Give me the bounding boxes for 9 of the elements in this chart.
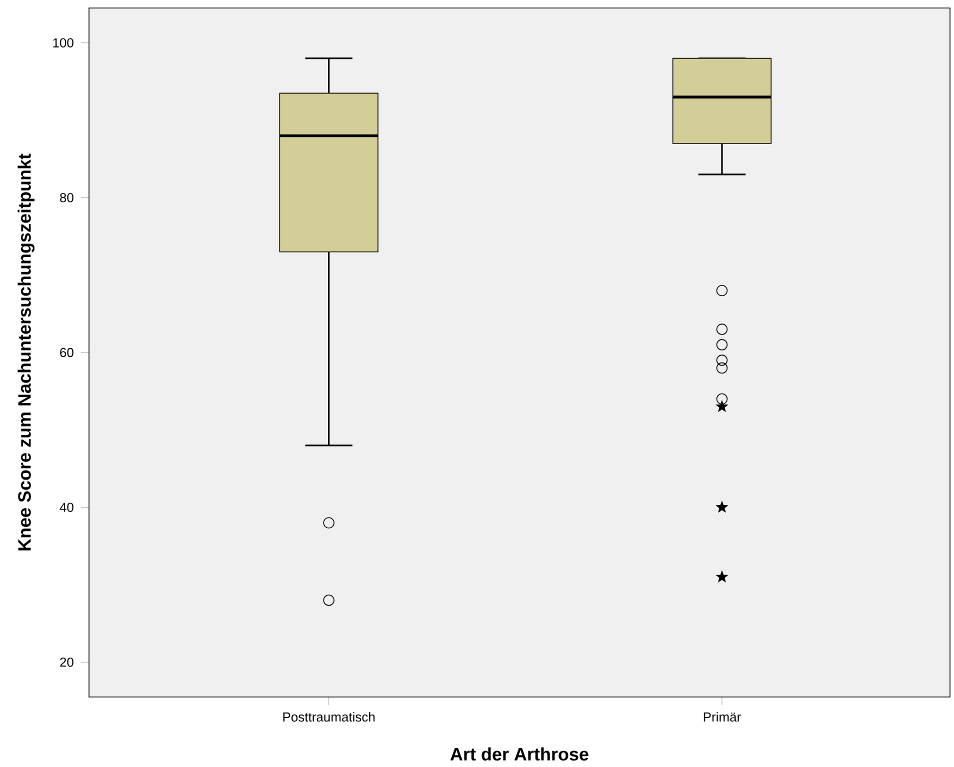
x-tick-label: Posttraumatisch bbox=[283, 712, 375, 722]
y-tick-label: 20 bbox=[60, 658, 74, 667]
x-tick-label: Primär bbox=[704, 712, 741, 722]
y-tick-label: 60 bbox=[60, 348, 74, 358]
y-tick-label: 100 bbox=[53, 38, 74, 48]
y-tick-label: 40 bbox=[60, 502, 74, 512]
y-axis-title: Knee Score zum Nachuntersuchungszeitpunkt bbox=[18, 154, 35, 550]
x-axis-title: Art der Arthrose bbox=[450, 747, 588, 761]
y-tick-label: 80 bbox=[60, 193, 74, 202]
